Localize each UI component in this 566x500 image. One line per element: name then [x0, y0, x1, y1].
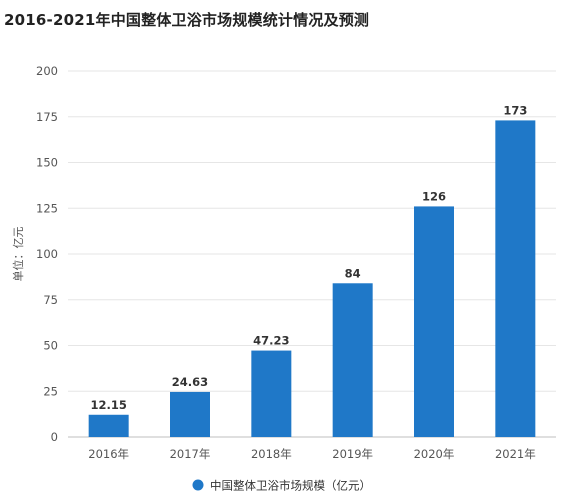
y-tick-label: 175: [36, 110, 58, 124]
x-tick-label: 2016年: [88, 447, 129, 461]
x-tick-label: 2019年: [332, 447, 373, 461]
chart-title: 2016-2021年中国整体卫浴市场规模统计情况及预测: [4, 11, 370, 29]
data-label: 12.15: [90, 398, 126, 412]
x-tick-label: 2021年: [495, 447, 536, 461]
data-label: 126: [422, 189, 446, 203]
bar: [495, 120, 536, 437]
x-tick-label: 2020年: [414, 447, 455, 461]
data-labels: 12.15 24.63 47.23 84 126 173: [90, 103, 527, 411]
bar: [332, 283, 373, 437]
y-tick-label: 125: [36, 201, 58, 215]
bar: [88, 414, 129, 437]
x-tick-label: 2017年: [170, 447, 211, 461]
y-tick-label: 0: [51, 430, 58, 444]
y-tick-label: 25: [43, 384, 58, 398]
data-label: 24.63: [172, 375, 208, 389]
y-tick-label: 150: [36, 156, 58, 170]
bar: [251, 350, 292, 437]
y-tick-label: 50: [43, 339, 58, 353]
data-label: 173: [503, 103, 527, 117]
legend-marker: [192, 479, 204, 491]
bar: [414, 206, 454, 437]
y-axis-ticks: 0 25 50 75 100 125 150 175 200: [36, 64, 58, 444]
y-tick-label: 100: [36, 247, 58, 261]
grid-lines: [68, 70, 556, 438]
legend-label: 中国整体卫浴市场规模（亿元）: [210, 479, 371, 493]
bars: [88, 120, 536, 437]
y-tick-label: 75: [43, 293, 58, 307]
y-tick-label: 200: [36, 64, 58, 78]
x-axis-ticks: 2016年 2017年 2018年 2019年 2020年 2021年: [88, 447, 535, 461]
y-axis-label: 单位：亿元: [11, 227, 25, 282]
bar: [170, 391, 210, 437]
x-tick-label: 2018年: [251, 447, 292, 461]
data-label: 84: [345, 266, 361, 280]
legend: 中国整体卫浴市场规模（亿元）: [192, 479, 371, 493]
data-label: 47.23: [253, 334, 289, 348]
